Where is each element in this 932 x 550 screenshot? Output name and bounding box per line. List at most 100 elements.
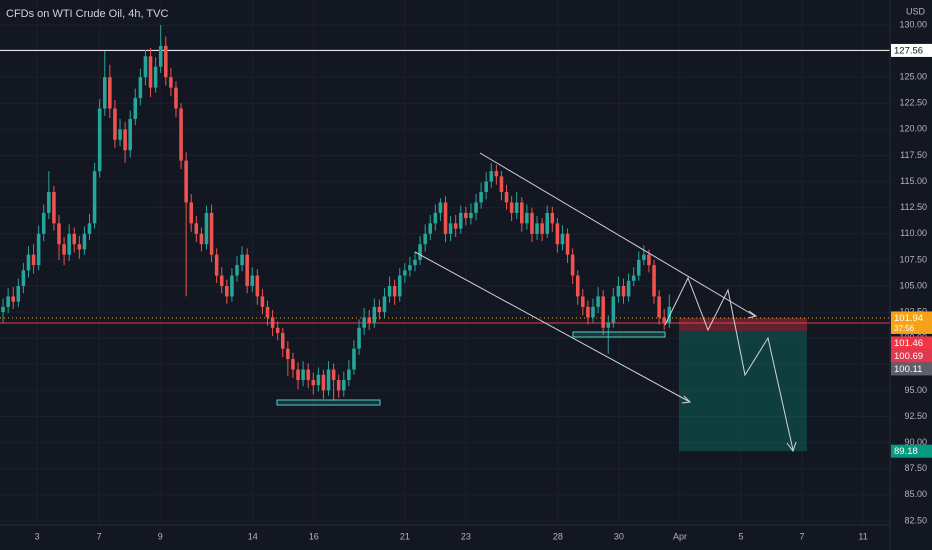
x-tick-label: 23 bbox=[461, 531, 471, 541]
candle-body bbox=[275, 327, 280, 333]
candle-body bbox=[479, 192, 483, 203]
candle-body bbox=[418, 244, 422, 260]
candle-body bbox=[540, 223, 544, 234]
candle-body bbox=[230, 275, 234, 297]
candle-body bbox=[204, 212, 209, 245]
candle-body bbox=[484, 181, 488, 193]
candle-body bbox=[102, 77, 107, 109]
y-tick-label: 125.00 bbox=[899, 72, 927, 82]
candle-body bbox=[306, 369, 310, 380]
candle-body bbox=[342, 379, 346, 391]
candle-body bbox=[413, 259, 417, 266]
candle-body bbox=[311, 379, 316, 386]
candle-body bbox=[591, 306, 595, 318]
candle-body bbox=[128, 118, 132, 151]
candle-body bbox=[82, 233, 87, 250]
candle-body bbox=[123, 129, 127, 151]
candle-body bbox=[377, 306, 382, 313]
candle-body bbox=[545, 212, 550, 234]
x-tick-label: 28 bbox=[553, 531, 563, 541]
x-tick-label: 5 bbox=[738, 531, 743, 541]
candle-body bbox=[225, 285, 229, 297]
candle-body bbox=[179, 108, 183, 161]
candle-body bbox=[647, 254, 651, 266]
price-label-box bbox=[891, 43, 932, 57]
candle-body bbox=[596, 296, 600, 307]
price-label: 100.69 bbox=[894, 351, 923, 362]
candle-body bbox=[535, 223, 539, 234]
candle-body bbox=[626, 280, 631, 297]
candle-body bbox=[606, 322, 611, 328]
candle-body bbox=[21, 270, 26, 286]
support-zone bbox=[572, 331, 666, 338]
candle-body bbox=[509, 202, 514, 213]
y-tick-label: 117.50 bbox=[900, 150, 927, 160]
candle-body bbox=[494, 171, 499, 177]
grid bbox=[0, 0, 890, 525]
candle-body bbox=[52, 192, 56, 224]
candle-body bbox=[331, 369, 336, 380]
x-tick-label: 16 bbox=[309, 531, 319, 541]
y-tick-label: 107.50 bbox=[899, 254, 927, 264]
candle-body bbox=[397, 275, 402, 297]
candle-body bbox=[575, 275, 580, 297]
trend-line bbox=[479, 152, 756, 317]
candle-body bbox=[357, 327, 361, 349]
candle-body bbox=[555, 223, 560, 245]
candle-body bbox=[199, 233, 204, 245]
candle-body bbox=[11, 296, 16, 302]
candle-body bbox=[174, 87, 178, 109]
candle-body bbox=[255, 275, 260, 297]
x-tick-label: 7 bbox=[800, 531, 805, 541]
candle-body bbox=[138, 77, 143, 99]
candle-body bbox=[408, 265, 412, 271]
candle-body bbox=[286, 348, 290, 360]
y-tick-label: 92.50 bbox=[904, 411, 927, 421]
candle-body bbox=[621, 285, 626, 297]
y-tick-label: 82.50 bbox=[904, 515, 927, 525]
candle-body bbox=[291, 359, 295, 370]
y-tick-label: 85.00 bbox=[904, 489, 927, 499]
candle-body bbox=[57, 223, 61, 245]
candle-body bbox=[652, 265, 656, 297]
candle-body bbox=[448, 223, 453, 234]
candle-body bbox=[270, 317, 275, 328]
candle-body bbox=[438, 202, 443, 213]
candle-body bbox=[581, 296, 585, 307]
candle-body bbox=[280, 332, 285, 349]
candle-body bbox=[301, 369, 305, 380]
candle-body bbox=[458, 212, 463, 229]
candle-body bbox=[31, 254, 36, 266]
candle-body bbox=[6, 296, 10, 307]
trend-line bbox=[414, 251, 691, 403]
candle-body bbox=[657, 296, 661, 318]
candle-body bbox=[372, 306, 377, 323]
candle-body bbox=[525, 212, 529, 224]
candle-body bbox=[265, 306, 270, 318]
candle-body bbox=[316, 374, 321, 386]
candle-body bbox=[184, 160, 188, 203]
risk-zone bbox=[679, 317, 807, 331]
candle-body bbox=[642, 254, 646, 260]
price-label-box bbox=[891, 362, 932, 376]
candle-body bbox=[118, 129, 122, 140]
candle-body bbox=[347, 369, 351, 380]
candle-body bbox=[87, 223, 92, 234]
candle-body bbox=[245, 254, 249, 286]
candle-body bbox=[148, 56, 153, 88]
x-tick-label: 30 bbox=[614, 531, 624, 541]
price-label-box bbox=[891, 336, 932, 350]
y-tick-label: 130.00 bbox=[899, 19, 927, 29]
candle-body bbox=[113, 108, 117, 140]
candle-body bbox=[47, 192, 51, 213]
candle-body bbox=[611, 296, 616, 323]
y-tick-label: 90.00 bbox=[904, 437, 927, 447]
candle-body bbox=[97, 108, 102, 172]
candle-body bbox=[250, 275, 255, 286]
x-tick-label: 3 bbox=[35, 531, 40, 541]
candle-body bbox=[423, 233, 427, 245]
candle-body bbox=[392, 285, 397, 297]
y-tick-label: 122.50 bbox=[899, 98, 927, 108]
candle-body bbox=[570, 254, 575, 276]
